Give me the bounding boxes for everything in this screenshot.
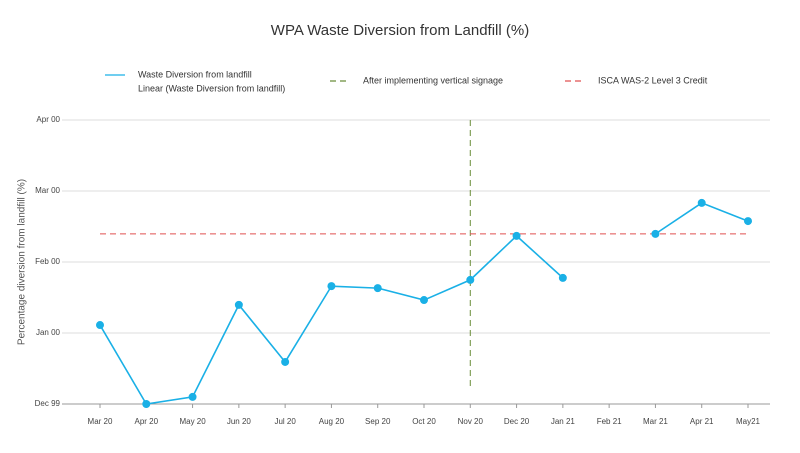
x-tick-label: Mar 20 [88, 417, 113, 426]
x-tick-label: Jan 21 [551, 417, 576, 426]
data-point [142, 400, 151, 408]
y-tick-label: Apr 00 [36, 115, 60, 124]
x-tick-label: Sep 20 [365, 417, 391, 426]
data-point [512, 231, 521, 240]
data-point [558, 273, 567, 282]
chart-title: WPA Waste Diversion from Landfill (%) [271, 22, 529, 39]
y-tick-label: Dec 99 [35, 399, 61, 408]
data-point [281, 357, 290, 366]
y-tick-label: Jan 00 [36, 328, 61, 337]
y-tick-label: Mar 00 [35, 186, 60, 195]
legend-label: After implementing vertical signage [363, 75, 503, 85]
data-point [96, 321, 104, 330]
x-tick-label: Aug 20 [319, 417, 345, 426]
x-tick-label: May21 [736, 417, 761, 426]
x-tick-label: Apr 20 [134, 417, 158, 426]
x-tick-label: Jul 20 [274, 417, 296, 426]
x-tick-label: Oct 20 [412, 417, 436, 426]
data-point [651, 229, 660, 238]
x-tick-label: Nov 20 [458, 417, 484, 426]
legend-label: Linear (Waste Diversion from landfill) [138, 83, 285, 93]
data-point [373, 284, 382, 293]
x-tick-label: Jun 20 [227, 417, 252, 426]
data-point [327, 282, 336, 291]
data-point [234, 300, 243, 309]
x-tick-label: Mar 21 [643, 417, 668, 426]
x-tick-label: May 20 [179, 417, 206, 426]
legend-label: ISCA WAS-2 Level 3 Credit [598, 75, 708, 85]
x-tick-label: Feb 21 [597, 417, 622, 426]
y-axis-label: Percentage diversion from landfill (%) [17, 179, 28, 345]
data-point [420, 296, 428, 305]
data-point [697, 198, 706, 207]
data-point [188, 392, 197, 401]
x-tick-label: Apr 21 [690, 417, 714, 426]
data-point [466, 275, 475, 284]
legend-label: Waste Diversion from landfill [138, 69, 252, 79]
x-tick-label: Dec 20 [504, 417, 530, 426]
data-point [744, 217, 752, 226]
y-tick-label: Feb 00 [35, 257, 60, 266]
